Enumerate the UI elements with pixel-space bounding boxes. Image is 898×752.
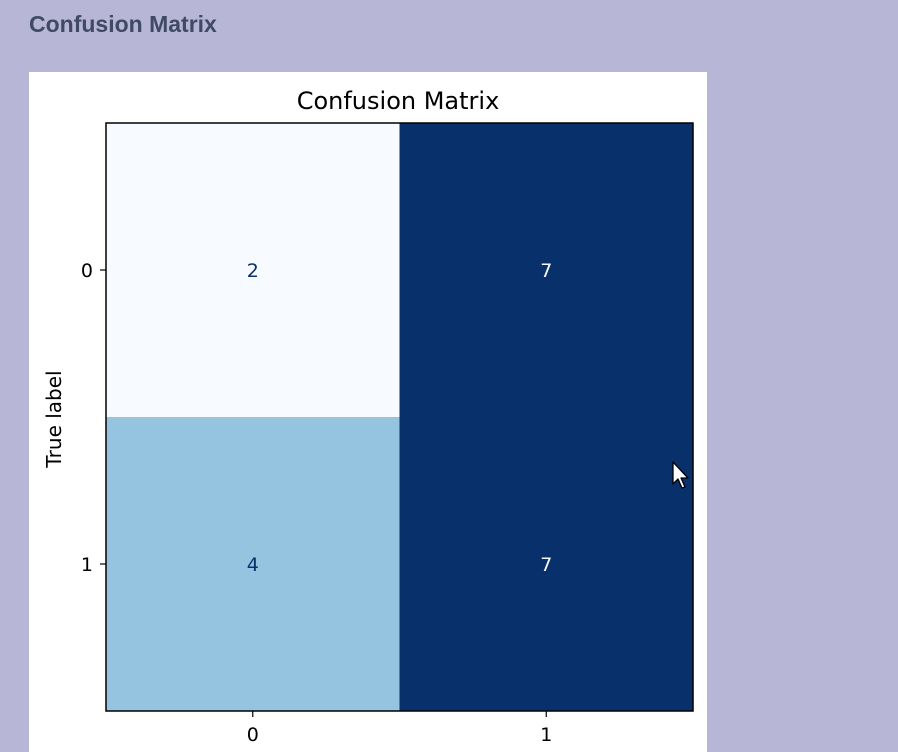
y-tick-label: 1	[81, 554, 93, 576]
matrix-cell-0-1	[399, 123, 694, 418]
cell-value-label: 7	[540, 260, 552, 282]
y-axis-label: True label	[42, 370, 66, 468]
x-tick-label: 0	[247, 724, 259, 746]
matrix-cell-1-0	[106, 417, 400, 712]
matrix-cell-0-0	[106, 123, 400, 418]
matrix-cell-1-1	[399, 417, 694, 712]
x-tick-label: 1	[540, 724, 552, 746]
confusion-matrix-figure: Confusion Matrix 2 7 4 7 0 1 0 1 True label	[29, 72, 707, 752]
cell-value-label: 4	[247, 554, 259, 576]
confusion-matrix-chart: Confusion Matrix 2 7 4 7 0 1 0 1 True label	[42, 87, 694, 746]
page-title: Confusion Matrix	[29, 11, 217, 37]
y-tick-label: 0	[81, 260, 93, 282]
cell-value-label: 7	[540, 554, 552, 576]
cell-value-label: 2	[247, 260, 259, 282]
plot-frame	[105, 122, 694, 712]
chart-title: Confusion Matrix	[297, 87, 500, 115]
